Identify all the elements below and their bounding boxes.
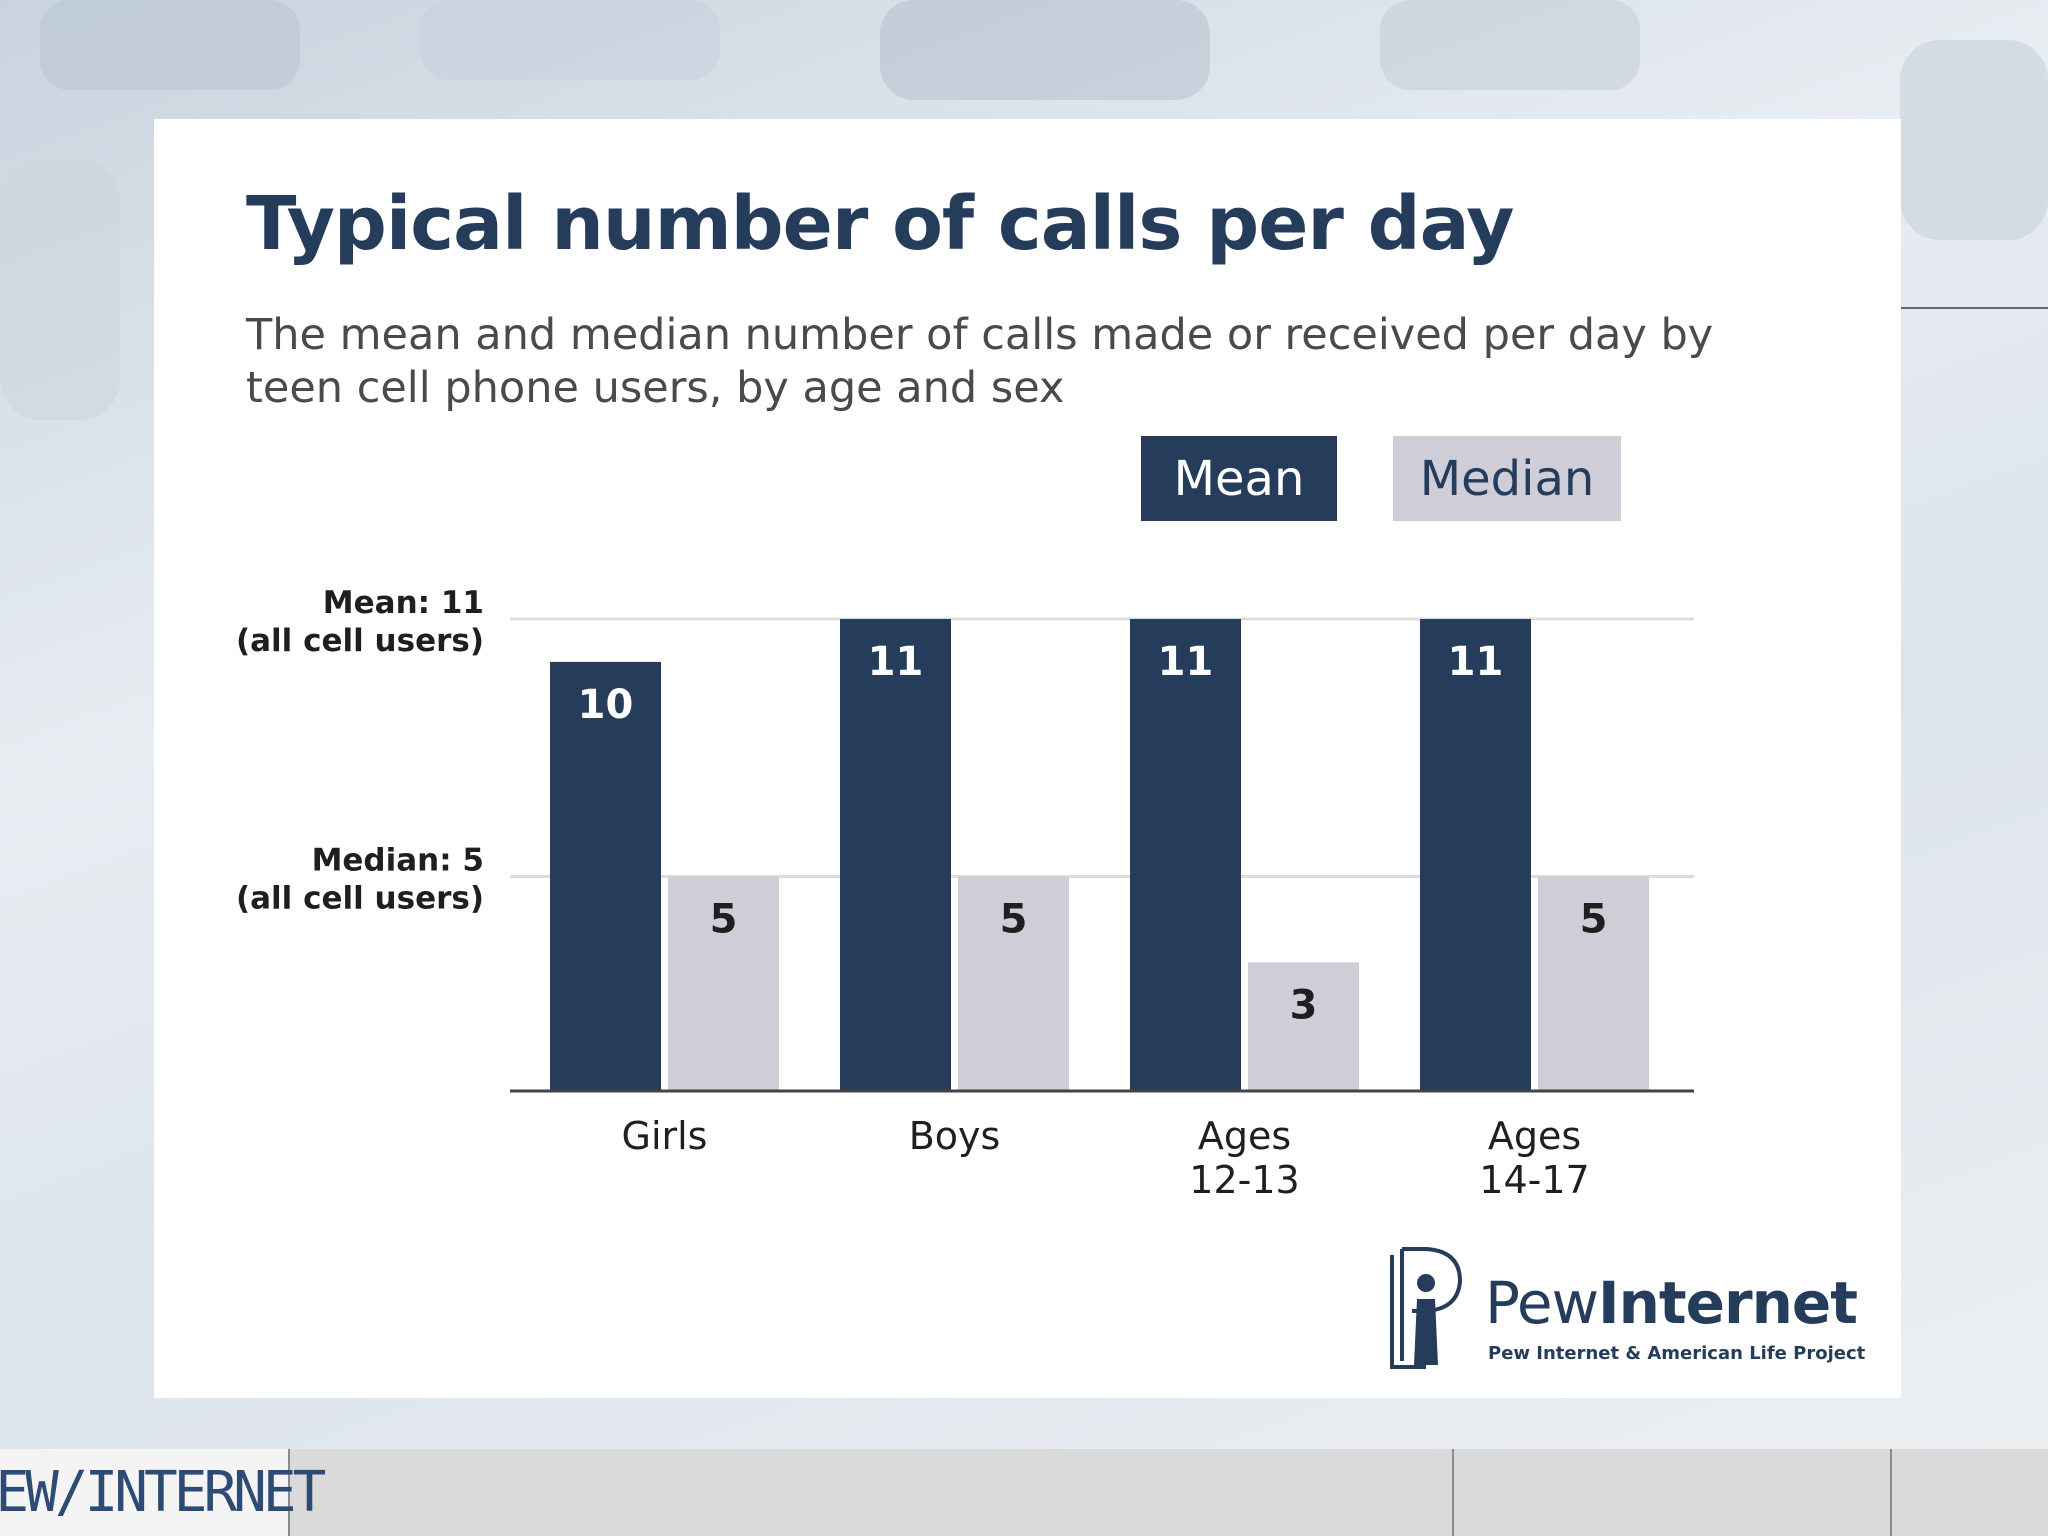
category-label-3: 14-17 — [1479, 1158, 1589, 1202]
median-value-label-1: 5 — [1000, 896, 1028, 942]
mean-reference-label: Mean: 11 — [323, 585, 484, 621]
decorative-rule — [1901, 307, 2048, 309]
mean-value-label-1: 11 — [868, 639, 924, 685]
mean-bar-1 — [840, 619, 951, 1091]
bar-chart: Mean: 11(all cell users)Median: 5(all ce… — [236, 585, 1694, 1202]
category-label-1: Boys — [909, 1114, 1001, 1158]
pew-logo-icon — [1390, 1247, 1463, 1369]
mean-value-label-3: 11 — [1448, 639, 1504, 685]
category-label-3: Ages — [1488, 1114, 1581, 1158]
median-value-label-2: 3 — [1290, 982, 1318, 1028]
legend-median: Median — [1393, 436, 1621, 521]
median-bar-1 — [958, 876, 1069, 1091]
mean-bar-2 — [1130, 619, 1241, 1091]
footer-divider — [1452, 1449, 1454, 1536]
legend-mean: Mean — [1141, 436, 1337, 521]
chart-title: Typical number of calls per day — [246, 181, 1515, 267]
footer-divider — [1890, 1449, 1892, 1536]
chart-subtitle: The mean and median number of calls made… — [246, 310, 1714, 413]
footer-bar: PEW/INTERNET — [0, 1449, 2048, 1536]
median-value-label-0: 5 — [710, 896, 738, 942]
mean-value-label-0: 10 — [578, 682, 634, 728]
median-bar-3 — [1538, 876, 1649, 1091]
median-bar-2 — [1248, 962, 1359, 1091]
median-reference-sublabel: (all cell users) — [236, 880, 484, 916]
mean-bar-3 — [1420, 619, 1531, 1091]
footer-brand-logo: PEW/INTERNET — [0, 1449, 326, 1536]
category-label-2: 12-13 — [1189, 1158, 1299, 1202]
median-bar-0 — [668, 876, 779, 1091]
chart-card: Typical number of calls per day The mean… — [154, 119, 1901, 1398]
logo-tagline: Pew Internet & American Life Project — [1488, 1343, 1866, 1364]
mean-reference-sublabel: (all cell users) — [236, 623, 484, 659]
median-reference-label: Median: 5 — [312, 842, 484, 878]
median-value-label-3: 5 — [1580, 896, 1608, 942]
mean-value-label-2: 11 — [1158, 639, 1214, 685]
category-label-0: Girls — [622, 1114, 708, 1158]
mean-bar-0 — [550, 661, 661, 1091]
logo-wordmark: PewInternet — [1485, 1269, 1858, 1337]
category-label-2: Ages — [1198, 1114, 1291, 1158]
